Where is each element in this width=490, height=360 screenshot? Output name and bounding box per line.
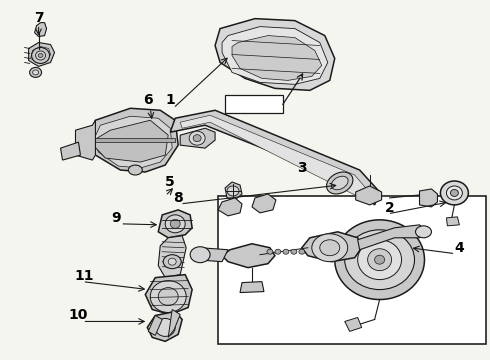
- Ellipse shape: [358, 240, 401, 280]
- Ellipse shape: [165, 215, 185, 233]
- Polygon shape: [158, 210, 192, 238]
- Polygon shape: [225, 182, 242, 200]
- Text: 8: 8: [173, 191, 183, 205]
- Text: 4: 4: [455, 241, 464, 255]
- Ellipse shape: [283, 249, 289, 254]
- Polygon shape: [28, 42, 54, 67]
- Ellipse shape: [190, 247, 210, 263]
- Polygon shape: [222, 27, 328, 84]
- Ellipse shape: [128, 165, 142, 175]
- Text: 6: 6: [144, 93, 153, 107]
- Ellipse shape: [155, 319, 175, 336]
- Polygon shape: [232, 36, 322, 80]
- Polygon shape: [145, 275, 192, 315]
- Polygon shape: [222, 244, 275, 268]
- Polygon shape: [356, 186, 382, 205]
- Polygon shape: [218, 198, 242, 216]
- Polygon shape: [195, 248, 228, 262]
- Text: 11: 11: [74, 269, 94, 283]
- Text: 7: 7: [34, 11, 44, 24]
- Text: 1: 1: [165, 93, 175, 107]
- Ellipse shape: [441, 181, 468, 205]
- Bar: [218, 196, 486, 345]
- Bar: [225, 95, 283, 113]
- Polygon shape: [446, 217, 460, 226]
- Polygon shape: [94, 116, 172, 168]
- Ellipse shape: [275, 249, 281, 254]
- Polygon shape: [89, 108, 178, 172]
- Polygon shape: [158, 236, 186, 278]
- Ellipse shape: [450, 189, 458, 197]
- Polygon shape: [252, 194, 276, 213]
- Ellipse shape: [150, 280, 186, 312]
- Ellipse shape: [345, 230, 415, 289]
- Ellipse shape: [320, 240, 340, 256]
- Ellipse shape: [227, 186, 239, 196]
- Text: 2: 2: [385, 201, 394, 215]
- Ellipse shape: [29, 67, 42, 77]
- Polygon shape: [358, 225, 427, 250]
- Ellipse shape: [170, 219, 180, 228]
- Ellipse shape: [299, 249, 305, 254]
- Polygon shape: [89, 138, 175, 142]
- Polygon shape: [75, 120, 96, 160]
- Polygon shape: [91, 120, 168, 162]
- Polygon shape: [147, 311, 182, 341]
- Ellipse shape: [189, 131, 205, 145]
- Ellipse shape: [368, 249, 392, 271]
- Polygon shape: [170, 110, 380, 205]
- Text: 10: 10: [69, 309, 88, 323]
- Ellipse shape: [36, 51, 46, 60]
- Polygon shape: [419, 189, 438, 207]
- Ellipse shape: [38, 54, 43, 58]
- Ellipse shape: [331, 176, 348, 190]
- Polygon shape: [240, 282, 264, 293]
- Ellipse shape: [416, 226, 432, 238]
- Polygon shape: [302, 232, 362, 262]
- Ellipse shape: [158, 288, 178, 306]
- Polygon shape: [180, 128, 215, 148]
- Ellipse shape: [291, 249, 297, 254]
- Polygon shape: [180, 115, 371, 200]
- Ellipse shape: [163, 255, 181, 269]
- Ellipse shape: [375, 255, 385, 264]
- Ellipse shape: [168, 258, 176, 265]
- Ellipse shape: [32, 48, 49, 63]
- Polygon shape: [168, 310, 180, 337]
- Ellipse shape: [193, 135, 201, 141]
- Polygon shape: [215, 19, 335, 90]
- Polygon shape: [35, 23, 47, 37]
- Polygon shape: [345, 318, 362, 332]
- Text: 5: 5: [165, 175, 175, 189]
- Ellipse shape: [312, 234, 348, 262]
- Ellipse shape: [267, 249, 273, 254]
- Polygon shape: [30, 46, 50, 62]
- Ellipse shape: [33, 70, 39, 75]
- Text: 3: 3: [297, 161, 307, 175]
- Ellipse shape: [335, 220, 424, 300]
- Ellipse shape: [446, 186, 463, 200]
- Text: 9: 9: [112, 211, 121, 225]
- Ellipse shape: [326, 172, 353, 194]
- Polygon shape: [61, 142, 80, 160]
- Polygon shape: [148, 315, 162, 336]
